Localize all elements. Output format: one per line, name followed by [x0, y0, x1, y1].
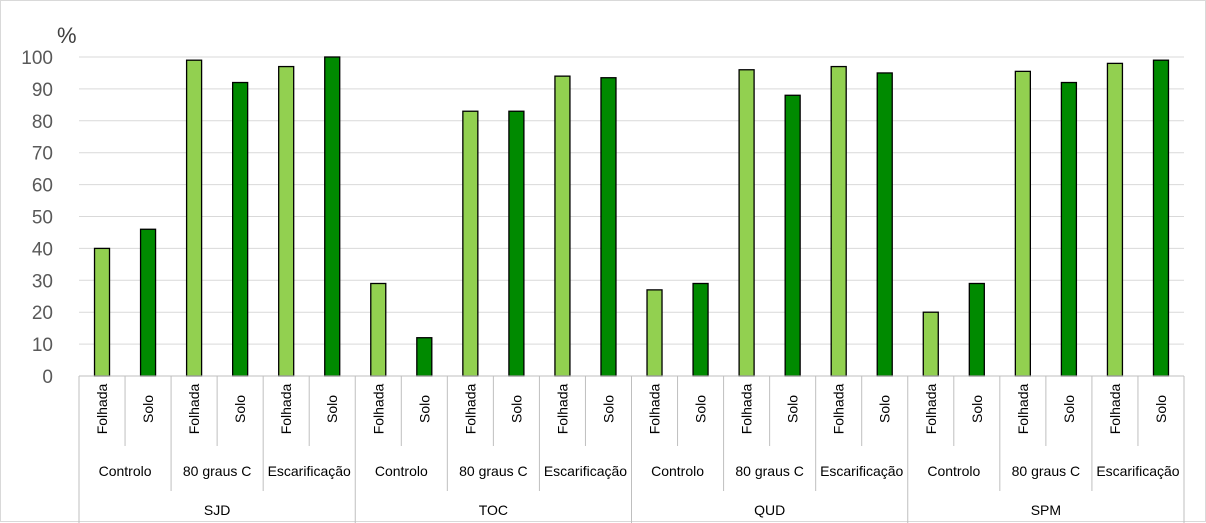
y-tick-label: 60 — [32, 176, 53, 197]
sample-label: Folhada — [831, 383, 847, 434]
bar-toc-folhada — [370, 282, 387, 377]
sample-label: Folhada — [554, 383, 570, 434]
bar-qud-folhada — [738, 69, 755, 377]
y-tick-label: 100 — [21, 48, 53, 69]
bar-toc-folhada — [554, 75, 571, 377]
treatment-label: 80 graus C — [459, 463, 527, 479]
bar-qud-folhada — [646, 289, 663, 377]
sample-label: Folhada — [739, 383, 755, 434]
treatment-label: Controlo — [927, 463, 980, 479]
site-label: SPM — [1031, 502, 1061, 518]
sample-label: Folhada — [1015, 383, 1031, 434]
bar-sjd-solo — [139, 228, 157, 377]
bar-toc-solo — [508, 110, 525, 377]
gridlines — [79, 56, 1184, 345]
y-tick-label: 90 — [32, 80, 53, 101]
treatment-label: 80 graus C — [183, 463, 251, 479]
bar-sjd-solo — [324, 56, 341, 377]
sample-label: Solo — [140, 395, 156, 423]
site-label: SJD — [204, 502, 230, 518]
sample-label: Folhada — [186, 383, 202, 434]
sample-label: Folhada — [370, 383, 386, 434]
bar-sjd-folhada — [185, 59, 203, 377]
sample-label: Folhada — [462, 383, 478, 434]
y-tick-label: 10 — [32, 335, 53, 356]
bars — [93, 56, 1170, 377]
bar-spm-folhada — [922, 311, 939, 377]
axis-labels: 0 10 20 30 40 50 60 70 80 90 100 Folhada Solo Folhada… — [21, 48, 1179, 518]
treatment-label: Escarificação — [1096, 463, 1179, 479]
sample-label: Folhada — [278, 383, 294, 434]
y-tick-label: 70 — [32, 144, 53, 165]
bar-qud-solo — [692, 282, 709, 377]
y-tick-label: 50 — [32, 208, 53, 229]
sample-label: Solo — [600, 395, 616, 423]
y-tick-label: 20 — [32, 303, 53, 324]
treatment-label: Controlo — [375, 463, 428, 479]
bar-spm-solo — [968, 282, 985, 377]
bar-spm-folhada — [1014, 70, 1031, 377]
sample-label: Solo — [785, 395, 801, 423]
sample-label: Folhada — [923, 383, 939, 434]
treatment-label: Escarificação — [544, 463, 627, 479]
treatment-label: 80 graus C — [735, 463, 803, 479]
sample-label: Solo — [969, 395, 985, 423]
sample-label: Solo — [508, 395, 524, 423]
bar-spm-solo — [1152, 59, 1170, 377]
sample-label: Solo — [232, 395, 248, 423]
sample-label: Solo — [1153, 395, 1169, 423]
bar-sjd-solo — [231, 81, 249, 377]
sample-label: Solo — [1061, 395, 1077, 423]
bar-qud-solo — [784, 94, 801, 377]
treatment-label: Escarificação — [268, 463, 351, 479]
site-label: QUD — [754, 502, 785, 518]
treatment-label: Controlo — [99, 463, 152, 479]
axes — [78, 375, 1185, 523]
bar-spm-solo — [1060, 81, 1078, 377]
sample-label: Folhada — [647, 383, 663, 434]
y-tick-label: 30 — [32, 271, 53, 292]
bar-toc-solo — [416, 337, 433, 377]
y-tick-label: 80 — [32, 112, 53, 133]
y-tick-label: 0 — [42, 367, 53, 388]
bar-qud-folhada — [830, 65, 847, 377]
treatment-label: Controlo — [651, 463, 704, 479]
bar-spm-folhada — [1106, 62, 1124, 377]
sample-label: Folhada — [94, 383, 110, 434]
bar-sjd-folhada — [93, 247, 111, 377]
bar-sjd-folhada — [278, 65, 295, 377]
sample-label: Solo — [877, 395, 893, 423]
y-axis-unit-label: % — [57, 23, 77, 48]
treatment-label: Escarificação — [820, 463, 903, 479]
sample-label: Solo — [693, 395, 709, 423]
site-label: TOC — [479, 502, 508, 518]
y-tick-label: 40 — [32, 239, 53, 260]
bar-toc-solo — [600, 77, 617, 377]
sample-label: Solo — [324, 395, 340, 423]
bar-qud-solo — [876, 72, 893, 377]
bar-toc-folhada — [462, 110, 479, 377]
sample-label: Folhada — [1107, 383, 1123, 434]
sample-label: Solo — [416, 395, 432, 423]
treatment-label: 80 graus C — [1012, 463, 1080, 479]
